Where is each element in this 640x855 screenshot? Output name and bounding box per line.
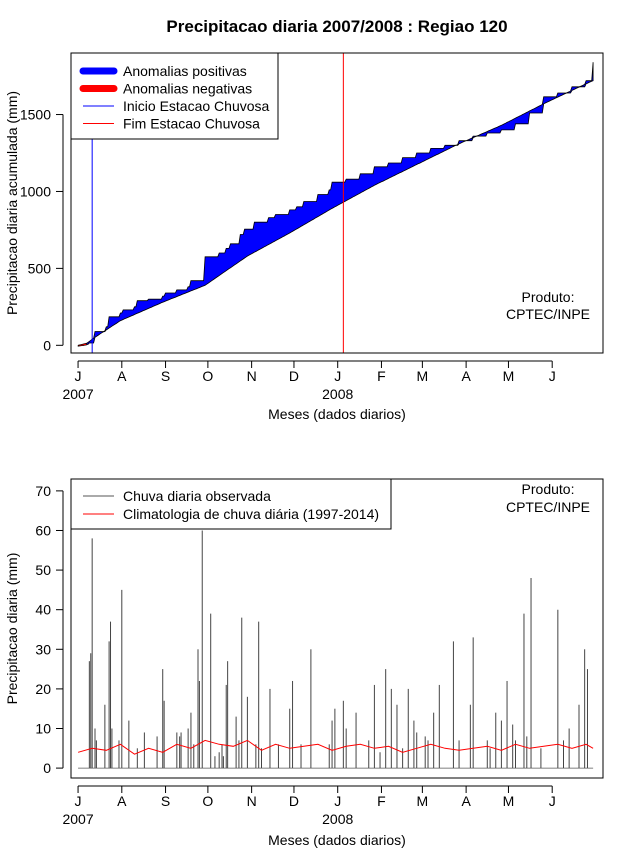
legend-label: Climatologia de chuva diária (1997-2014) [123,506,379,522]
cumulative-legend-box [70,52,279,140]
cumulative-panel: J A S O N D J F M A M J 2007 2008 Meses (dados diarios… [4,52,604,422]
daily-x-tick-label: M [417,793,429,809]
daily-y-tick-label: 40 [35,602,51,618]
daily-x-tick-label: J [334,793,341,809]
daily-y-tick-label: 0 [43,760,51,776]
product-annotation: Produto: [522,289,575,305]
legend-label: Anomalias negativas [123,81,252,97]
daily-y-tick-label: 60 [35,522,51,538]
cumulative-y-axis-label: Precipitacao diaria acumulada (mm) [4,91,20,315]
daily-x-tick-label: D [289,793,299,809]
daily-y-tick-label: 20 [35,681,51,697]
cumulative-plot-frame [70,52,604,354]
cumulative-x-tick-label: S [161,368,170,384]
cumulative-x-tick-label: J [334,368,341,384]
cumulative-y-tick-label: 500 [28,260,52,276]
daily-x-tick-label: N [247,793,257,809]
daily-x-tick-label: A [117,793,127,809]
legend-label: Anomalias positivas [123,63,247,79]
climatology-line [77,739,594,755]
cumulative-x-tick-label: J [75,368,82,384]
cumulative-y-tick-label: 1000 [20,183,51,199]
daily-y-tick-label: 50 [35,562,51,578]
daily-x-tick-label: J [75,793,82,809]
daily-y-tick-label: 10 [35,720,51,736]
product-annotation: CPTEC/INPE [506,499,590,515]
daily-panel: J A S O N D J F M A M J 2007 2008 Meses (dados diarios… [4,478,604,848]
cumulative-x-tick-label: M [503,368,515,384]
cumulative-x-tick-label: D [289,368,299,384]
cumulative-x-tick-label: A [461,368,471,384]
daily-y-tick-label: 30 [35,641,51,657]
daily-y-axis-label: Precipitacao diaria (mm) [4,553,20,705]
cumulative-x-tick-label: A [117,368,127,384]
daily-x-tick-label: J [549,793,556,809]
daily-x-tick-label: F [377,793,386,809]
legend-label: Inicio Estacao Chuvosa [123,98,270,114]
negative-anomaly-area [77,342,87,347]
cumulative-x-tick-label: N [247,368,257,384]
cumulative-x-tick-label: F [377,368,386,384]
legend-label: Fim Estacao Chuvosa [123,116,260,132]
cumulative-year-label: 2007 [62,386,93,402]
cumulative-x-tick-label: M [417,368,429,384]
daily-x-tick-label: S [161,793,170,809]
cumulative-x-tick-label: O [202,368,213,384]
cumulative-x-tick-label: J [549,368,556,384]
legend-label: Chuva diaria observada [123,488,271,504]
daily-legend: Chuva diaria observada Climatologia de ch… [70,478,392,530]
product-annotation: Produto: [522,481,575,497]
cumulative-legend: Anomalias positivas Anomalias negativasIn… [70,52,279,140]
daily-year-label: 2008 [322,811,353,827]
daily-legend-box [70,478,392,530]
positive-anomaly-area [78,62,594,346]
daily-x-tick-label: O [202,793,213,809]
chart-title: Precipitacao diaria 2007/2008 : Regiao 1… [166,17,507,36]
cumulative-y-tick-label: 1500 [20,107,51,123]
cumulative-y-tick-label: 0 [43,337,51,353]
daily-x-tick-label: M [503,793,515,809]
cumulative-year-label: 2008 [322,386,353,402]
daily-y-tick-label: 70 [35,483,51,499]
daily-year-label: 2007 [62,811,93,827]
product-annotation: CPTEC/INPE [506,306,590,322]
daily-x-tick-label: A [461,793,471,809]
daily-x-axis-label: Meses (dados diarios) [268,832,406,848]
cumulative-x-axis-label: Meses (dados diarios) [268,406,406,422]
